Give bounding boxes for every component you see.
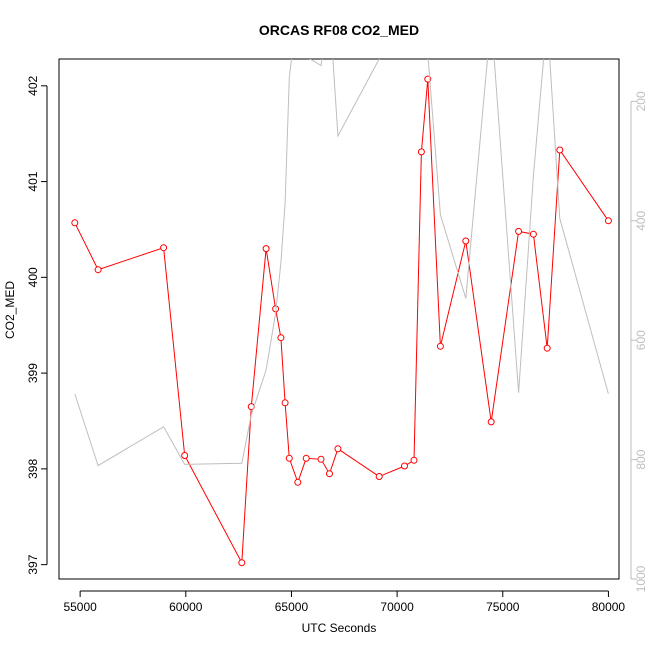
y-axis-label: CO2_MED	[3, 281, 17, 339]
data-point	[375, 473, 383, 480]
data-point	[543, 344, 551, 352]
y-tick-label: 401	[26, 171, 40, 191]
data-point	[604, 217, 612, 225]
data-point	[262, 245, 270, 253]
y2-tick-label: 400	[634, 210, 648, 230]
data-point	[401, 462, 408, 470]
series-right-line	[74, 59, 609, 467]
data-point	[417, 148, 425, 156]
x-tick-label: 75000	[486, 600, 520, 614]
data-point	[181, 452, 189, 459]
data-point	[487, 418, 495, 426]
data-point	[436, 342, 444, 350]
data-point	[556, 146, 564, 154]
x-axis-label: UTC Seconds	[302, 621, 377, 635]
y-axis-left: 397 398 399 400 401 402	[26, 75, 48, 575]
data-point	[238, 559, 246, 567]
data-point	[277, 334, 285, 342]
x-tick-label: 70000	[380, 600, 414, 614]
data-point	[285, 454, 293, 462]
data-point	[529, 230, 537, 238]
y-tick-label: 397	[26, 554, 40, 574]
y2-tick-label: 200	[634, 91, 648, 111]
y2-tick-label: 800	[634, 449, 648, 469]
y-tick-label: 402	[26, 75, 40, 95]
y-axis-right: 200 400 600 800 1000	[630, 91, 648, 592]
y2-tick-label: 1000	[634, 565, 648, 592]
data-point	[160, 244, 168, 252]
y2-tick-label: 600	[634, 330, 648, 350]
y-tick-label: 400	[26, 267, 40, 287]
data-point	[515, 227, 523, 235]
x-axis: 55000 60000 65000 70000 75000 80000	[63, 590, 626, 614]
data-point	[302, 454, 310, 462]
data-point	[410, 456, 418, 464]
x-tick-label: 55000	[63, 600, 97, 614]
data-point	[334, 445, 342, 453]
x-tick-label: 65000	[275, 600, 309, 614]
chart-title: ORCAS RF08 CO2_MED	[259, 22, 419, 38]
x-tick-label: 80000	[592, 600, 626, 614]
data-point	[326, 470, 333, 478]
series-left-line	[74, 79, 609, 565]
data-point	[294, 478, 302, 486]
data-point	[281, 399, 289, 407]
data-point	[94, 266, 102, 274]
data-point	[71, 219, 79, 227]
data-point	[317, 455, 325, 463]
plot-frame	[58, 58, 620, 580]
data-point	[462, 237, 470, 245]
y-tick-label: 398	[26, 459, 40, 479]
plot-area	[71, 59, 612, 567]
y-tick-label: 399	[26, 363, 40, 383]
x-tick-label: 60000	[169, 600, 203, 614]
